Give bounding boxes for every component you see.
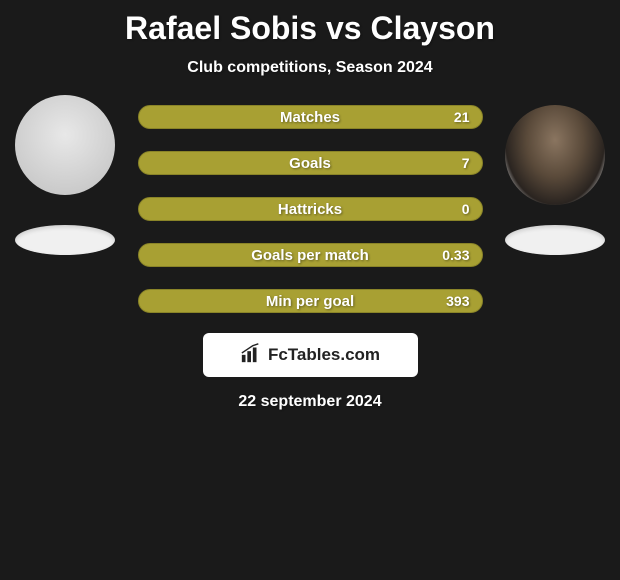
stat-value-right: 7 xyxy=(462,155,470,171)
stat-value-right: 393 xyxy=(446,293,469,309)
stat-row: Goals 7 xyxy=(138,151,483,175)
stat-value-right: 0.33 xyxy=(442,247,469,263)
player-right-avatar xyxy=(505,105,605,205)
page-title: Rafael Sobis vs Clayson xyxy=(125,10,495,47)
brand-badge[interactable]: FcTables.com xyxy=(203,333,418,377)
stat-value-right: 0 xyxy=(462,201,470,217)
subtitle: Club competitions, Season 2024 xyxy=(187,59,432,77)
stats-column: Matches 21 Goals 7 Hattricks 0 Goals per match… xyxy=(138,105,483,313)
player-left-column xyxy=(10,105,120,255)
stat-label: Matches xyxy=(280,109,340,126)
player-left-team-badge xyxy=(15,225,115,255)
stat-row: Min per goal 393 xyxy=(138,289,483,313)
stat-row: Goals per match 0.33 xyxy=(138,243,483,267)
brand-name: FcTables.com xyxy=(268,345,380,365)
player-right-team-badge xyxy=(505,225,605,255)
stat-row: Matches 21 xyxy=(138,105,483,129)
comparison-area: Matches 21 Goals 7 Hattricks 0 Goals per match… xyxy=(0,105,620,313)
bar-chart-icon xyxy=(240,342,262,369)
stat-row: Hattricks 0 xyxy=(138,197,483,221)
player-left-avatar xyxy=(15,95,115,195)
date-text: 22 september 2024 xyxy=(238,393,381,411)
player-right-column xyxy=(500,105,610,255)
stat-label: Goals per match xyxy=(251,247,369,264)
comparison-card: Rafael Sobis vs Clayson Club competition… xyxy=(0,0,620,580)
stat-value-right: 21 xyxy=(454,109,470,125)
stat-label: Min per goal xyxy=(266,293,354,310)
stat-label: Hattricks xyxy=(278,201,342,218)
stat-label: Goals xyxy=(289,155,331,172)
